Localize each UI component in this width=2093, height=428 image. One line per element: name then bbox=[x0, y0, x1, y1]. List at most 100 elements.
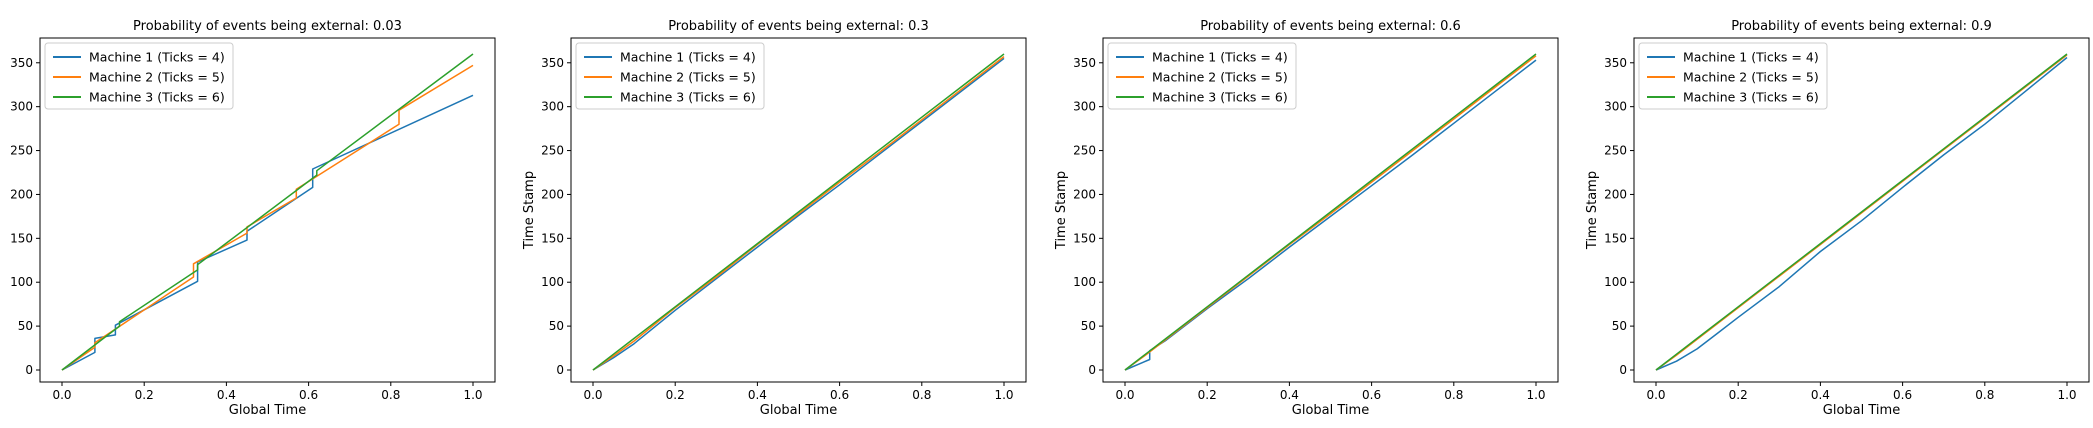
y-tick-label: 350 bbox=[1073, 56, 1096, 70]
y-tick-label: 150 bbox=[1073, 231, 1096, 245]
chart-panel-1: Probability of events being external: 0.… bbox=[10, 19, 496, 418]
legend-label: Machine 2 (Ticks = 5) bbox=[1152, 70, 1288, 85]
y-tick-label: 50 bbox=[1612, 319, 1627, 333]
legend-label: Machine 3 (Ticks = 6) bbox=[1683, 90, 1819, 105]
legend-label: Machine 2 (Ticks = 5) bbox=[89, 70, 225, 85]
chart-panel-2: Probability of events being external: 0.… bbox=[522, 19, 1027, 418]
y-tick-label: 350 bbox=[10, 56, 33, 70]
legend-label: Machine 1 (Ticks = 4) bbox=[1152, 50, 1288, 65]
plot-frame bbox=[1102, 37, 1559, 383]
x-tick-label: 0.0 bbox=[1646, 388, 1665, 402]
series-line-machine-3 bbox=[61, 53, 474, 371]
y-tick-label: 250 bbox=[10, 144, 33, 158]
chart-title: Probability of events being external: 0.… bbox=[1200, 19, 1461, 34]
x-tick-label: 0.8 bbox=[912, 388, 931, 402]
y-tick-label: 150 bbox=[541, 231, 564, 245]
legend-label: Machine 1 (Ticks = 4) bbox=[620, 50, 756, 65]
x-tick-label: 0.2 bbox=[1198, 388, 1217, 402]
plot-frame bbox=[1633, 37, 2090, 383]
y-tick-label: 250 bbox=[1073, 144, 1096, 158]
x-tick-label: 0.0 bbox=[1115, 388, 1134, 402]
x-tick-label: 0.2 bbox=[1729, 388, 1748, 402]
legend: Machine 1 (Ticks = 4) Machine 2 (Ticks = … bbox=[1638, 42, 1828, 110]
series-line-machine-2 bbox=[61, 64, 474, 371]
y-tick-label: 150 bbox=[1604, 231, 1627, 245]
x-tick-label: 0.2 bbox=[135, 388, 154, 402]
y-tick-label: 100 bbox=[1073, 275, 1096, 289]
legend-box bbox=[44, 42, 234, 110]
y-tick-label: 100 bbox=[10, 275, 33, 289]
y-tick-label: 200 bbox=[541, 187, 564, 201]
legend: Machine 1 (Ticks = 4) Machine 2 (Ticks = … bbox=[575, 42, 765, 110]
x-tick-label: 0.4 bbox=[217, 388, 236, 402]
y-tick-label: 300 bbox=[10, 100, 33, 114]
legend-label: Machine 3 (Ticks = 6) bbox=[620, 90, 756, 105]
legend-box bbox=[1107, 42, 1297, 110]
x-tick-label: 0.8 bbox=[381, 388, 400, 402]
x-tick-label: 0.4 bbox=[1280, 388, 1299, 402]
chart-title: Probability of events being external: 0.… bbox=[1731, 19, 1992, 34]
legend: Machine 1 (Ticks = 4) Machine 2 (Ticks = … bbox=[44, 42, 234, 110]
y-tick-label: 50 bbox=[549, 319, 564, 333]
y-tick-label: 200 bbox=[10, 187, 33, 201]
plot-frame bbox=[570, 37, 1027, 383]
series-line-machine-3 bbox=[592, 53, 1005, 371]
legend-box bbox=[1638, 42, 1828, 110]
y-tick-label: 200 bbox=[1073, 187, 1096, 201]
series-line-machine-1 bbox=[61, 94, 474, 371]
y-tick-label: 100 bbox=[1604, 275, 1627, 289]
y-tick-label: 250 bbox=[541, 144, 564, 158]
y-tick-label: 0 bbox=[556, 363, 564, 377]
series-line-machine-2 bbox=[592, 56, 1005, 371]
x-tick-label: 0.4 bbox=[1811, 388, 1830, 402]
y-tick-label: 250 bbox=[1604, 144, 1627, 158]
x-tick-label: 0.2 bbox=[666, 388, 685, 402]
chart-panel-3: Probability of events being external: 0.… bbox=[1054, 19, 1559, 418]
x-tick-label: 0.6 bbox=[299, 388, 318, 402]
chart-title: Probability of events being external: 0.… bbox=[668, 19, 929, 34]
y-tick-label: 300 bbox=[541, 100, 564, 114]
x-axis-label: Global Time bbox=[760, 403, 837, 418]
y-tick-label: 300 bbox=[1604, 100, 1627, 114]
x-axis-label: Global Time bbox=[1823, 403, 1900, 418]
series-line-machine-1 bbox=[592, 57, 1005, 371]
y-axis-label: Time Stamp bbox=[1585, 171, 1600, 250]
x-tick-label: 1.0 bbox=[463, 388, 482, 402]
y-tick-label: 150 bbox=[10, 231, 33, 245]
y-tick-label: 0 bbox=[25, 363, 33, 377]
x-tick-label: 1.0 bbox=[994, 388, 1013, 402]
legend-label: Machine 1 (Ticks = 4) bbox=[89, 50, 225, 65]
x-tick-label: 0.6 bbox=[1362, 388, 1381, 402]
x-tick-label: 0.4 bbox=[748, 388, 767, 402]
y-axis-label: Time Stamp bbox=[1054, 171, 1069, 250]
series-line-machine-3 bbox=[1124, 53, 1537, 371]
y-tick-label: 350 bbox=[541, 56, 564, 70]
y-axis-label: Time Stamp bbox=[522, 171, 537, 250]
y-tick-label: 100 bbox=[541, 275, 564, 289]
series-line-machine-3 bbox=[1655, 53, 2068, 371]
x-axis-label: Global Time bbox=[229, 403, 306, 418]
y-tick-label: 350 bbox=[1604, 56, 1627, 70]
legend-label: Machine 3 (Ticks = 6) bbox=[89, 90, 225, 105]
legend-label: Machine 1 (Ticks = 4) bbox=[1683, 50, 1819, 65]
y-tick-label: 50 bbox=[18, 319, 33, 333]
y-tick-label: 300 bbox=[1073, 100, 1096, 114]
legend-label: Machine 3 (Ticks = 6) bbox=[1152, 90, 1288, 105]
x-tick-label: 0.6 bbox=[1893, 388, 1912, 402]
legend-label: Machine 2 (Ticks = 5) bbox=[1683, 70, 1819, 85]
x-tick-label: 1.0 bbox=[2057, 388, 2076, 402]
x-tick-label: 0.8 bbox=[1975, 388, 1994, 402]
x-axis-label: Global Time bbox=[1292, 403, 1369, 418]
y-tick-label: 0 bbox=[1088, 363, 1096, 377]
plot-frame bbox=[39, 37, 496, 383]
series-line-machine-1 bbox=[1655, 56, 2068, 371]
x-tick-label: 0.6 bbox=[830, 388, 849, 402]
x-tick-label: 0.0 bbox=[52, 388, 71, 402]
x-tick-label: 0.0 bbox=[583, 388, 602, 402]
x-tick-label: 1.0 bbox=[1526, 388, 1545, 402]
y-tick-label: 200 bbox=[1604, 187, 1627, 201]
legend: Machine 1 (Ticks = 4) Machine 2 (Ticks = … bbox=[1107, 42, 1297, 110]
chart-title: Probability of events being external: 0.… bbox=[133, 19, 402, 34]
chart-panel-4: Probability of events being external: 0.… bbox=[1585, 19, 2090, 418]
